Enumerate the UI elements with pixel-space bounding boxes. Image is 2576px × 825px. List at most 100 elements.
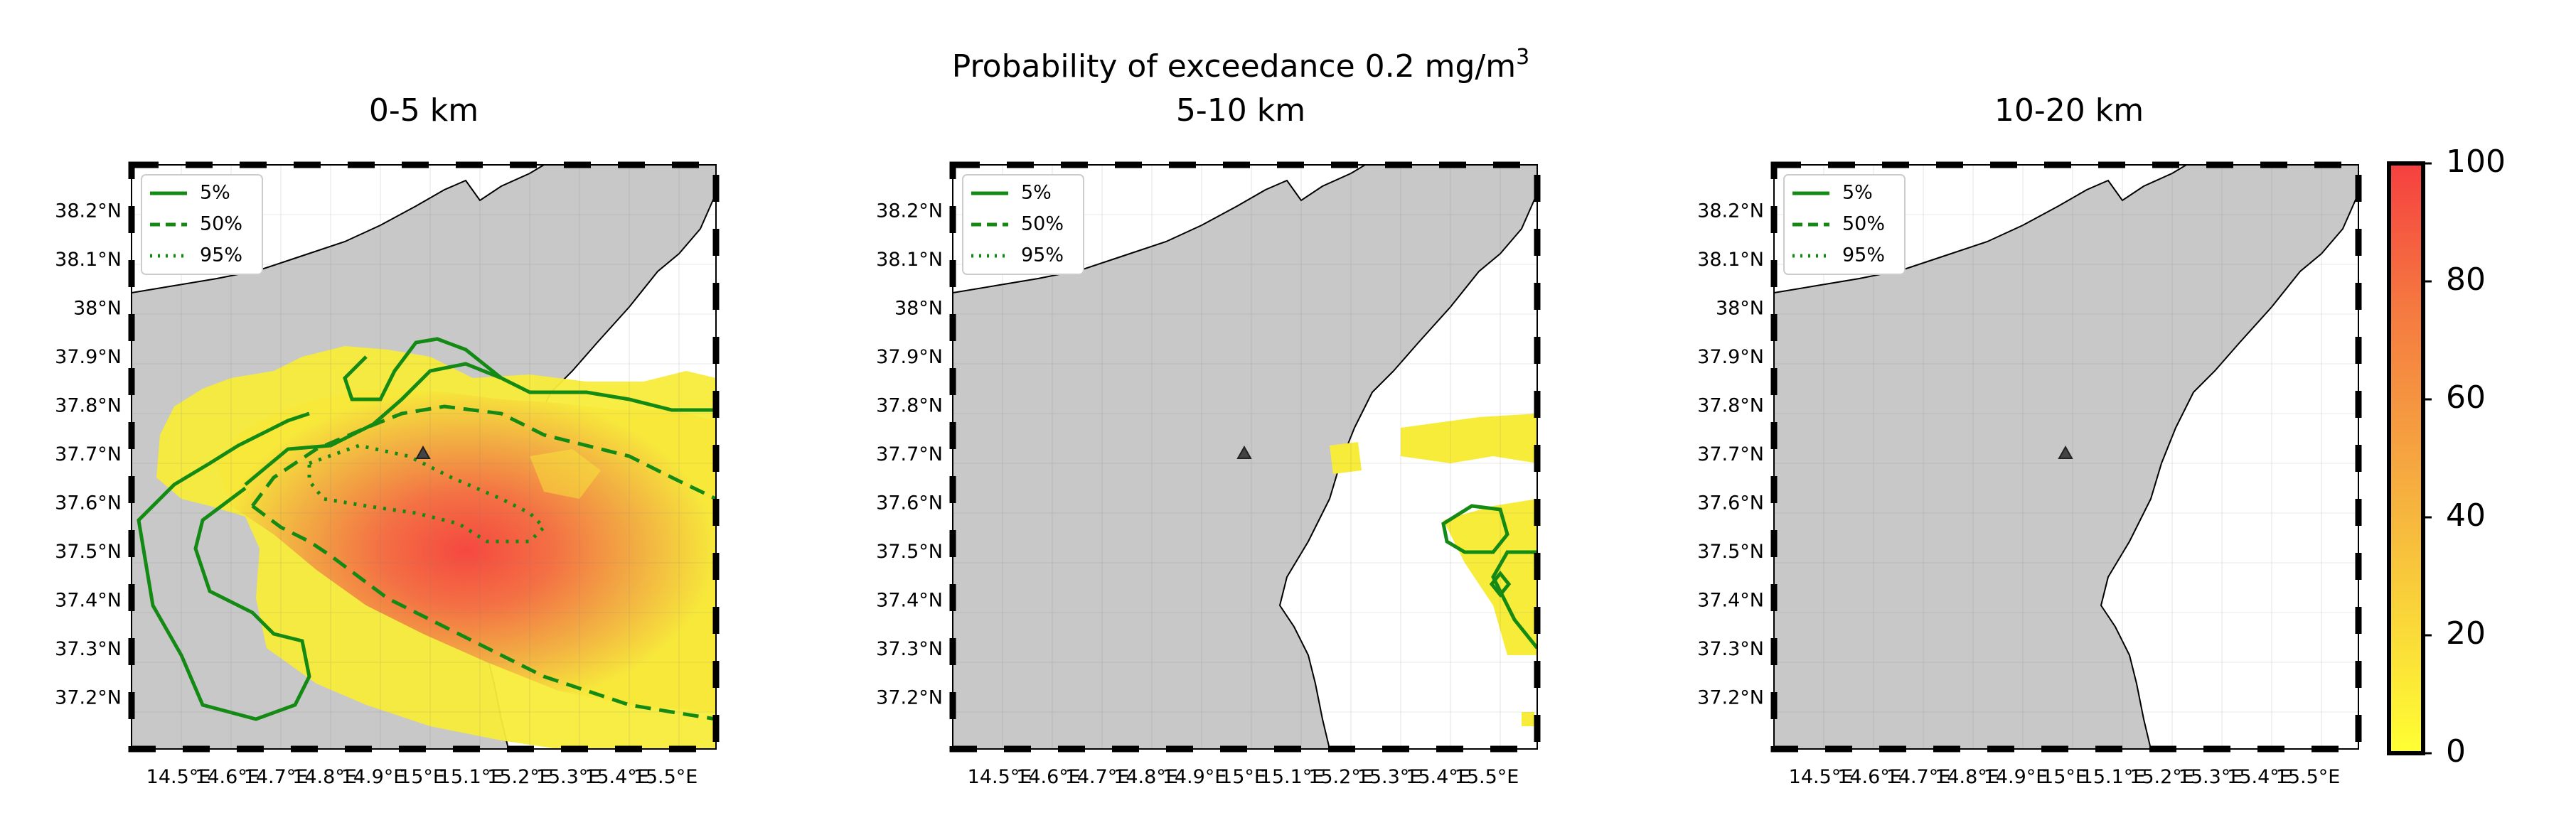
map-panel-5-10km: 5% 50% 95% — [949, 161, 1541, 753]
contour-5pct — [137, 362, 716, 721]
lat-tick-label: 37.7°N — [1697, 443, 1764, 465]
lat-tick-label: 37.2°N — [55, 687, 122, 709]
lon-tick-label: 15.1°E — [2081, 766, 2146, 788]
legend-label: 50% — [1842, 213, 1885, 235]
lat-tick-label: 37.5°N — [1697, 541, 1764, 563]
lon-tick-label: 15.2°E — [487, 766, 552, 788]
lon-tick-label: 14.8°E — [1113, 766, 1178, 788]
colorbar: 0 20 40 60 80 100 — [2387, 144, 2506, 770]
colorbar-tick-label: 100 — [2446, 144, 2506, 180]
lat-tick-label: 38.2°N — [876, 200, 943, 222]
contour-50pct — [251, 404, 716, 721]
legend-label: 50% — [200, 213, 242, 235]
legend-label: 95% — [1021, 244, 1064, 266]
lat-tick-label: 37.5°N — [876, 541, 943, 563]
lat-tick-label: 38.1°N — [1697, 249, 1764, 271]
lon-tick-label: 14.7°E — [244, 766, 309, 788]
legend-label: 5% — [1021, 182, 1052, 204]
lat-tick-label: 37.9°N — [876, 346, 943, 368]
lon-tick-label: 14.8°E — [292, 766, 357, 788]
lat-tick-label: 37.4°N — [1697, 590, 1764, 612]
lat-tick-label: 37.8°N — [876, 395, 943, 417]
panel-title: 5-10 km — [1176, 92, 1305, 129]
lon-tick-label: 15.2°E — [2129, 766, 2194, 788]
lat-tick-label: 38°N — [894, 298, 943, 320]
lat-tick-label: 37.4°N — [55, 590, 122, 612]
colorbar-tick-label: 80 — [2446, 261, 2486, 298]
legend-label: 50% — [1021, 213, 1064, 235]
plume-small-blob — [530, 449, 601, 499]
lat-tick-label: 37.8°N — [1697, 395, 1764, 417]
lat-tick-label: 37.4°N — [876, 590, 943, 612]
lon-tick-label: 15.5°E — [2276, 766, 2341, 788]
lat-tick-label: 37.3°N — [55, 638, 122, 660]
lat-tick-label: 38.1°N — [876, 249, 943, 271]
lat-tick-label: 37.2°N — [1697, 687, 1764, 709]
lat-tick-label: 38°N — [1716, 298, 1764, 320]
lon-tick-label: 14.5°E — [1789, 766, 1854, 788]
contour-5pct — [1441, 504, 1537, 649]
map-frame — [949, 161, 1541, 753]
lon-tick-label: 15.2°E — [1308, 766, 1373, 788]
lon-tick-label: 14.5°E — [146, 766, 211, 788]
lat-tick-label: 37.2°N — [876, 687, 943, 709]
contour-5pct — [1489, 570, 1512, 598]
lat-tick-label: 37.5°N — [55, 541, 122, 563]
lon-tick-label: 15.5°E — [1455, 766, 1519, 788]
colorbar-gradient — [2387, 161, 2425, 755]
lat-tick-label: 37.8°N — [55, 395, 122, 417]
lon-tick-label: 15.4°E — [1406, 766, 1470, 788]
map-frame — [128, 161, 720, 753]
lon-tick-label: 14.7°E — [1886, 766, 1951, 788]
lon-tick-label: 14.6°E — [1016, 766, 1081, 788]
contour-95pct — [307, 443, 547, 544]
plume-patch — [1522, 712, 1534, 726]
contour-5pct-north — [343, 337, 503, 401]
colorbar-tick-label: 40 — [2446, 497, 2486, 534]
lat-tick-label: 37.9°N — [55, 346, 122, 368]
lat-tick-label: 37.6°N — [1697, 492, 1764, 514]
lon-tick-label: 15.4°E — [2227, 766, 2292, 788]
contour-legend: 5% 50% 95% — [141, 174, 263, 275]
figure-suptitle: Probability of exceedance 0.2 mg/m3 — [952, 45, 1529, 85]
map-frame — [1770, 161, 2362, 753]
lat-tick-label: 38.1°N — [55, 249, 122, 271]
volcano-marker — [2058, 445, 2073, 459]
lat-tick-label: 37.9°N — [1697, 346, 1764, 368]
lat-tick-label: 37.6°N — [55, 492, 122, 514]
lon-tick-label: 15.1°E — [1260, 766, 1325, 788]
lon-tick-label: 14.6°E — [195, 766, 260, 788]
lat-tick-label: 37.3°N — [876, 638, 943, 660]
lon-tick-label: 15°E — [399, 766, 445, 788]
colorbar-tick-label: 60 — [2446, 379, 2486, 416]
map-grid — [132, 165, 716, 749]
plume-patch — [1330, 442, 1362, 474]
panel-title: 0-5 km — [369, 92, 479, 129]
legend-label: 5% — [1842, 182, 1873, 204]
map-panel-0-5km: 5% 50% 95% — [128, 161, 720, 753]
lat-tick-label: 38.2°N — [1697, 200, 1764, 222]
lon-tick-label: 15.3°E — [1357, 766, 1422, 788]
lat-tick-label: 37.3°N — [1697, 638, 1764, 660]
lat-tick-label: 38.2°N — [55, 200, 122, 222]
axis-tick-labels: 38.2°N 38.1°N 38°N 37.9°N 37.8°N 37.7°N 37.6°N… — [55, 200, 2340, 789]
lon-tick-label: 15.3°E — [2179, 766, 2243, 788]
lat-tick-label: 37.7°N — [876, 443, 943, 465]
map-panel-10-20km: 5% 50% 95% — [1770, 161, 2362, 753]
contour-legend: 5% 50% 95% — [962, 174, 1084, 275]
lon-tick-label: 15.5°E — [634, 766, 698, 788]
lon-tick-label: 14.5°E — [968, 766, 1032, 788]
lat-tick-label: 37.7°N — [55, 443, 122, 465]
lon-tick-label: 14.7°E — [1065, 766, 1130, 788]
lon-tick-label: 15°E — [2041, 766, 2088, 788]
lon-tick-label: 14.6°E — [1837, 766, 1902, 788]
lat-tick-label: 37.6°N — [876, 492, 943, 514]
legend-label: 95% — [200, 244, 242, 266]
lon-tick-label: 15°E — [1220, 766, 1266, 788]
volcano-marker — [415, 445, 431, 459]
legend-label: 95% — [1842, 244, 1885, 266]
lon-tick-label: 15.1°E — [439, 766, 503, 788]
lat-tick-label: 38°N — [73, 298, 122, 320]
contour-legend: 5% 50% 95% — [1783, 174, 1906, 275]
lon-tick-label: 15.3°E — [536, 766, 601, 788]
